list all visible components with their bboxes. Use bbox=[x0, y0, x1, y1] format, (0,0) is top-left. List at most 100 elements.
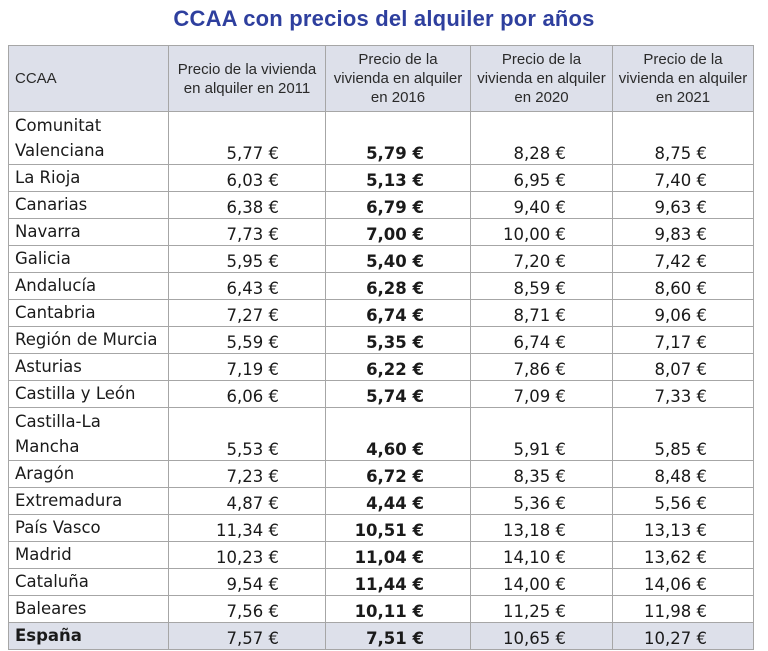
price-2011: 4,87 € bbox=[168, 487, 326, 515]
price-2020: 6,74 € bbox=[470, 326, 613, 354]
region-name: La Rioja bbox=[8, 164, 169, 192]
region-name: País Vasco bbox=[8, 514, 169, 542]
price-2020: 9,40 € bbox=[470, 191, 613, 219]
price-2020: 14,00 € bbox=[470, 568, 613, 596]
price-2011: 6,06 € bbox=[168, 380, 326, 408]
page-title: CCAA con precios del alquiler por años bbox=[173, 6, 595, 31]
region-name: Castilla-La Mancha bbox=[8, 407, 169, 461]
price-2016: 5,40 € bbox=[325, 245, 471, 273]
price-2016: 6,22 € bbox=[325, 353, 471, 381]
price-2020: 13,18 € bbox=[470, 514, 613, 542]
total-price-2020: 10,65 € bbox=[470, 622, 613, 650]
price-2011: 5,95 € bbox=[168, 245, 326, 273]
table-row: País Vasco 11,34 € 10,51 € 13,18 € 13,13… bbox=[8, 514, 754, 542]
region-name: Galicia bbox=[8, 245, 169, 273]
price-2020: 5,91 € bbox=[470, 407, 613, 461]
price-2021: 8,07 € bbox=[612, 353, 754, 381]
price-2021: 7,42 € bbox=[612, 245, 754, 273]
price-2021: 9,63 € bbox=[612, 191, 754, 219]
table-row: Aragón 7,23 € 6,72 € 8,35 € 8,48 € bbox=[8, 460, 754, 488]
table-row: Baleares 7,56 € 10,11 € 11,25 € 11,98 € bbox=[8, 595, 754, 623]
price-2021: 9,83 € bbox=[612, 218, 754, 246]
region-name: Baleares bbox=[8, 595, 169, 623]
region-name: Andalucía bbox=[8, 272, 169, 300]
price-2011: 11,34 € bbox=[168, 514, 326, 542]
price-2011: 5,77 € bbox=[168, 111, 326, 165]
region-name: Cantabria bbox=[8, 299, 169, 327]
price-2011: 7,23 € bbox=[168, 460, 326, 488]
price-2016: 4,60 € bbox=[325, 407, 471, 461]
region-name: Madrid bbox=[8, 541, 169, 569]
column-header-2021: Precio de la vivienda en alquiler en 202… bbox=[612, 45, 754, 112]
total-price-2011: 7,57 € bbox=[168, 622, 326, 650]
price-2020: 7,20 € bbox=[470, 245, 613, 273]
price-2016: 10,51 € bbox=[325, 514, 471, 542]
region-name: Castilla y León bbox=[8, 380, 169, 408]
price-2021: 8,48 € bbox=[612, 460, 754, 488]
price-2011: 6,03 € bbox=[168, 164, 326, 192]
price-2016: 5,74 € bbox=[325, 380, 471, 408]
table-header-row: CCAA Precio de la vivienda en alquiler e… bbox=[8, 45, 754, 112]
region-name: Cataluña bbox=[8, 568, 169, 596]
price-2011: 7,19 € bbox=[168, 353, 326, 381]
price-2020: 7,86 € bbox=[470, 353, 613, 381]
price-2011: 7,27 € bbox=[168, 299, 326, 327]
price-2020: 5,36 € bbox=[470, 487, 613, 515]
table-row: Navarra 7,73 € 7,00 € 10,00 € 9,83 € bbox=[8, 218, 754, 246]
price-2011: 5,53 € bbox=[168, 407, 326, 461]
price-2020: 14,10 € bbox=[470, 541, 613, 569]
table-row: Extremadura 4,87 € 4,44 € 5,36 € 5,56 € bbox=[8, 487, 754, 515]
table-row: Andalucía 6,43 € 6,28 € 8,59 € 8,60 € bbox=[8, 272, 754, 300]
price-2016: 6,72 € bbox=[325, 460, 471, 488]
price-2016: 11,04 € bbox=[325, 541, 471, 569]
region-name: Comunitat Valenciana bbox=[8, 111, 169, 165]
region-name: Extremadura bbox=[8, 487, 169, 515]
table-row: Comunitat Valenciana 5,77 € 5,79 € 8,28 … bbox=[8, 111, 754, 165]
price-2011: 6,38 € bbox=[168, 191, 326, 219]
price-2011: 7,73 € bbox=[168, 218, 326, 246]
price-2021: 5,56 € bbox=[612, 487, 754, 515]
price-2016: 5,35 € bbox=[325, 326, 471, 354]
price-2016: 6,79 € bbox=[325, 191, 471, 219]
price-2016: 6,28 € bbox=[325, 272, 471, 300]
region-name: Asturias bbox=[8, 353, 169, 381]
column-header-ccaa: CCAA bbox=[8, 45, 169, 112]
price-2020: 8,59 € bbox=[470, 272, 613, 300]
price-2021: 9,06 € bbox=[612, 299, 754, 327]
table-row: Castilla-La Mancha 5,53 € 4,60 € 5,91 € … bbox=[8, 407, 754, 461]
price-2011: 7,56 € bbox=[168, 595, 326, 623]
total-label: España bbox=[8, 622, 169, 650]
price-2016: 5,13 € bbox=[325, 164, 471, 192]
price-2021: 7,33 € bbox=[612, 380, 754, 408]
price-2021: 7,17 € bbox=[612, 326, 754, 354]
table-row: Región de Murcia 5,59 € 5,35 € 6,74 € 7,… bbox=[8, 326, 754, 354]
price-2021: 13,62 € bbox=[612, 541, 754, 569]
price-2016: 4,44 € bbox=[325, 487, 471, 515]
price-2020: 7,09 € bbox=[470, 380, 613, 408]
table-row: Castilla y León 6,06 € 5,74 € 7,09 € 7,3… bbox=[8, 380, 754, 408]
price-2021: 13,13 € bbox=[612, 514, 754, 542]
table-row: La Rioja 6,03 € 5,13 € 6,95 € 7,40 € bbox=[8, 164, 754, 192]
table-row: Canarias 6,38 € 6,79 € 9,40 € 9,63 € bbox=[8, 191, 754, 219]
region-name: Canarias bbox=[8, 191, 169, 219]
price-2020: 8,35 € bbox=[470, 460, 613, 488]
price-2021: 7,40 € bbox=[612, 164, 754, 192]
price-2021: 5,85 € bbox=[612, 407, 754, 461]
table-row: Madrid 10,23 € 11,04 € 14,10 € 13,62 € bbox=[8, 541, 754, 569]
total-price-2021: 10,27 € bbox=[612, 622, 754, 650]
price-2016: 11,44 € bbox=[325, 568, 471, 596]
table-row: Asturias 7,19 € 6,22 € 7,86 € 8,07 € bbox=[8, 353, 754, 381]
rent-prices-table: CCAA Precio de la vivienda en alquiler e… bbox=[8, 45, 754, 650]
price-2020: 8,71 € bbox=[470, 299, 613, 327]
price-2011: 5,59 € bbox=[168, 326, 326, 354]
price-2021: 11,98 € bbox=[612, 595, 754, 623]
price-2021: 8,60 € bbox=[612, 272, 754, 300]
price-2016: 7,00 € bbox=[325, 218, 471, 246]
price-2020: 8,28 € bbox=[470, 111, 613, 165]
table-row: Cataluña 9,54 € 11,44 € 14,00 € 14,06 € bbox=[8, 568, 754, 596]
total-price-2016: 7,51 € bbox=[325, 622, 471, 650]
table-row: Galicia 5,95 € 5,40 € 7,20 € 7,42 € bbox=[8, 245, 754, 273]
table-row: Cantabria 7,27 € 6,74 € 8,71 € 9,06 € bbox=[8, 299, 754, 327]
price-2016: 6,74 € bbox=[325, 299, 471, 327]
price-2011: 9,54 € bbox=[168, 568, 326, 596]
